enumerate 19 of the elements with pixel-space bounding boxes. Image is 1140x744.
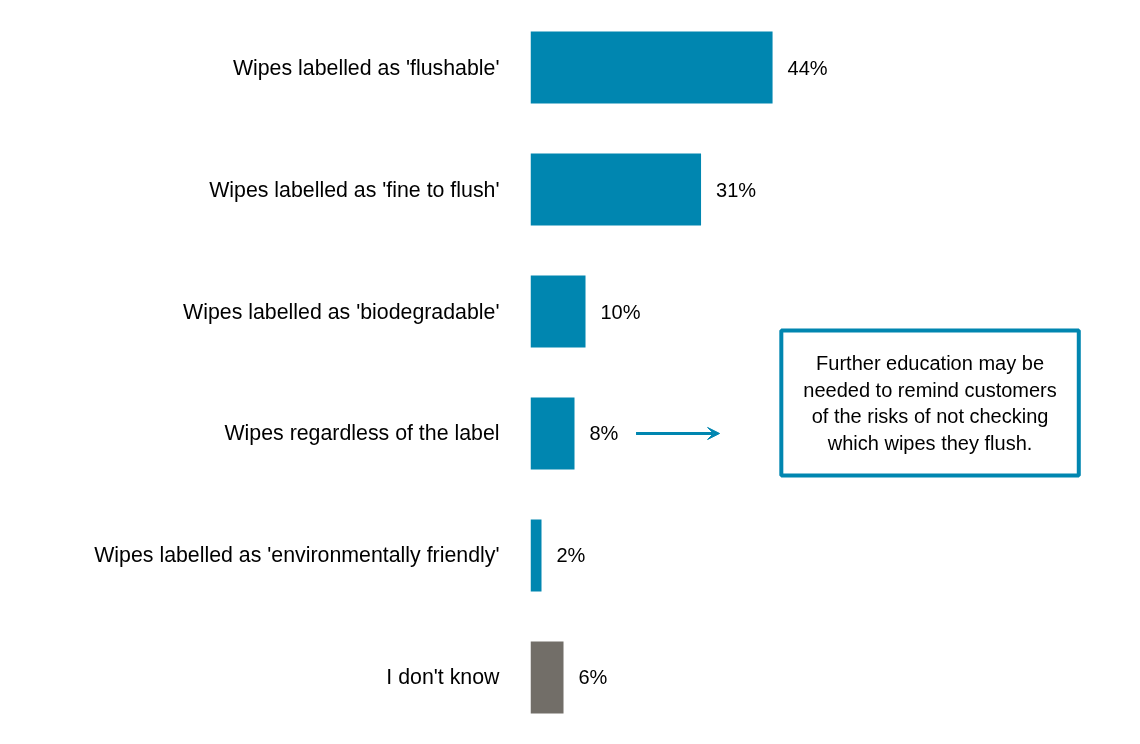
text: Further education may be needed to remind customers of the risks of not checking which wipes they flush. (803, 352, 1057, 454)
bar (530, 275, 586, 348)
y-tick-label: Wipes regardless of the label (224, 421, 500, 446)
y-tick-label: Wipes labelled as 'environmentally friendly' (94, 543, 500, 568)
bar (530, 519, 542, 592)
bar (530, 153, 702, 226)
data-label: 2% (556, 544, 586, 567)
y-tick-label: I don't know (386, 665, 501, 690)
bar (530, 397, 575, 470)
bar (530, 31, 773, 104)
y-tick-label: Wipes labelled as 'fine to flush' (209, 177, 500, 202)
data-label: 10% (600, 300, 641, 323)
y-tick-label: Wipes labelled as 'flushable' (232, 55, 500, 80)
data-label: 8% (589, 422, 619, 445)
data-label: 6% (578, 666, 608, 689)
y-tick-label: Wipes labelled as 'biodegradable' (183, 299, 500, 324)
data-label: 31% (716, 178, 757, 201)
bar (530, 641, 564, 714)
data-label: 44% (787, 56, 828, 79)
